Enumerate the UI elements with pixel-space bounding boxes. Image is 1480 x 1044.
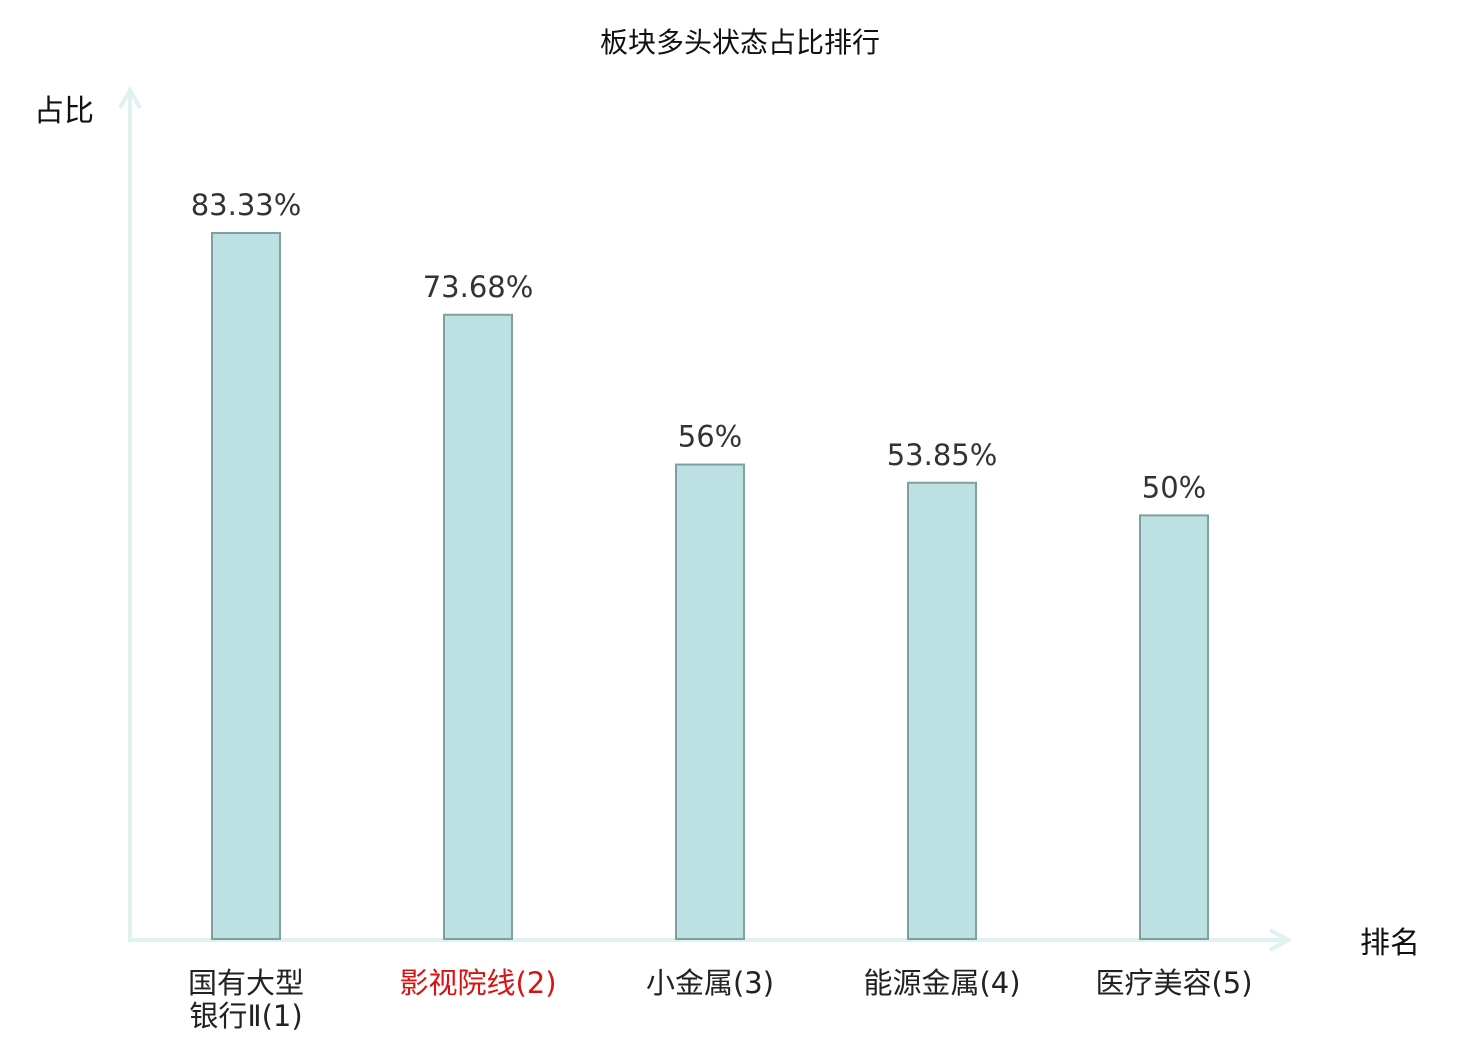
- category-label-line: 银行Ⅱ(1): [189, 999, 302, 1033]
- category-labels-group: 国有大型银行Ⅱ(1) 影视院线(2) 小金属(3) 能源金属(4) 医疗美容(5): [188, 966, 1253, 1033]
- bar-3: [675, 463, 745, 940]
- x-axis-arrow-icon: [1269, 928, 1293, 952]
- bars-group: [211, 232, 1209, 940]
- category-label-5: 医疗美容(5): [1095, 966, 1252, 1000]
- bar-2: [443, 313, 513, 940]
- category-label-line: 医疗美容(5): [1095, 966, 1252, 1000]
- bar-1: [211, 232, 281, 940]
- category-label-2: 影视院线(2): [399, 966, 556, 1000]
- value-label-5: 50%: [1142, 470, 1206, 504]
- category-label-line: 能源金属(4): [863, 966, 1020, 1000]
- y-axis-label: 占比: [34, 94, 94, 129]
- category-label-line: 小金属(3): [646, 966, 774, 1000]
- value-label-4: 53.85%: [887, 438, 998, 472]
- bar-4: [907, 481, 977, 940]
- category-label-1: 国有大型银行Ⅱ(1): [188, 966, 304, 1033]
- value-labels-group: 83.33% 73.68% 56% 53.85% 50%: [191, 188, 1207, 504]
- category-label-3: 小金属(3): [646, 966, 774, 1000]
- value-label-1: 83.33%: [191, 188, 302, 222]
- value-label-2: 73.68%: [423, 270, 534, 304]
- category-label-4: 能源金属(4): [863, 966, 1020, 1000]
- x-axis-label: 排名: [1360, 926, 1420, 961]
- category-label-line: 影视院线(2): [399, 966, 556, 1000]
- category-label-line: 国有大型: [188, 966, 304, 1000]
- bar-5: [1139, 514, 1209, 940]
- chart-title: 板块多头状态占比排行: [600, 26, 880, 59]
- y-axis-arrow-icon: [118, 85, 142, 109]
- value-label-3: 56%: [678, 420, 742, 454]
